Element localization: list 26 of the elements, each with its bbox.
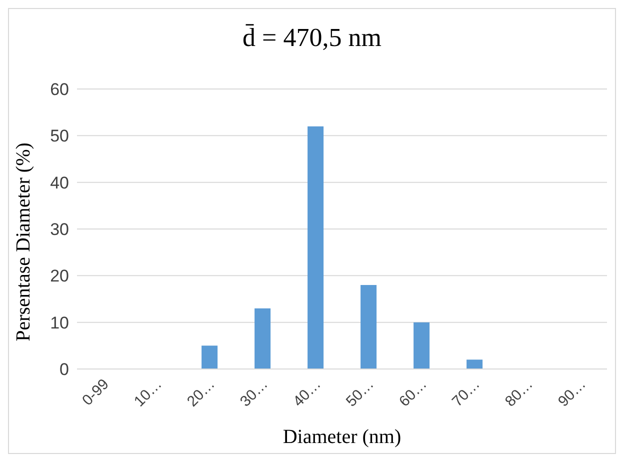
x-tick-label: 20…: [184, 376, 218, 410]
x-tick-label: 0-99: [79, 376, 112, 410]
x-tick-label: 70…: [448, 376, 484, 410]
x-tick-label: 30…: [236, 376, 272, 410]
x-tick-label: 10…: [130, 376, 166, 410]
x-tick-label: 90…: [554, 376, 590, 410]
y-tick-label: 10: [50, 313, 69, 332]
bar: [202, 346, 218, 369]
y-tick-label: 0: [60, 360, 69, 380]
x-tick-label: 60…: [396, 376, 430, 410]
y-axis-title: Persentase Diameter (%): [12, 142, 36, 342]
bar: [414, 322, 430, 369]
y-tick-label: 20: [50, 266, 69, 286]
x-tick-label: 40…: [290, 376, 324, 410]
bar: [360, 285, 377, 369]
x-tick-label: 80…: [502, 376, 536, 410]
x-axis-title: Diameter (nm): [282, 426, 402, 449]
bar: [254, 308, 271, 369]
bar: [308, 126, 324, 369]
x-tick-label: 50…: [342, 376, 378, 410]
bar: [466, 360, 483, 369]
y-tick-label: 60: [50, 80, 69, 100]
y-tick-label: 50: [50, 126, 69, 146]
y-tick-label: 40: [50, 173, 69, 192]
y-tick-label: 30: [50, 220, 69, 240]
chart-title: d̄ = 470,5 nm: [242, 23, 382, 53]
